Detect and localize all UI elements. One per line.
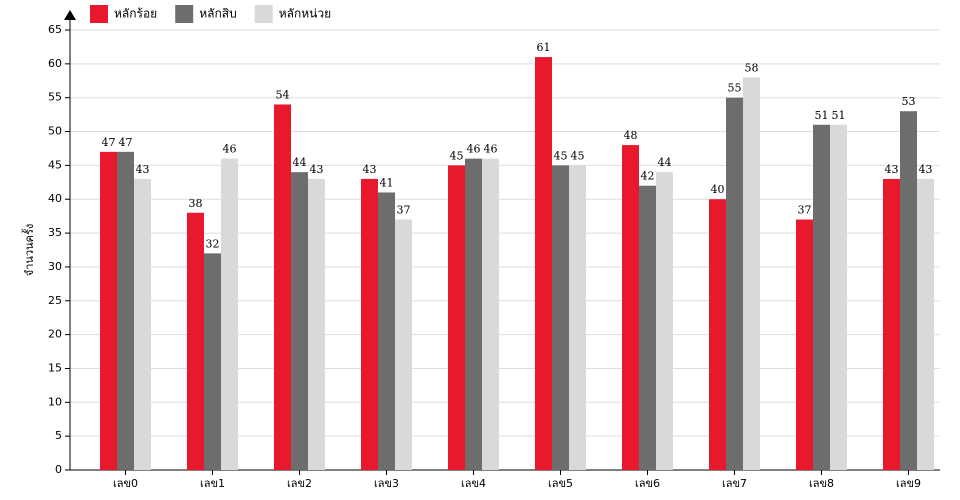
value-label: 45 bbox=[450, 149, 464, 162]
x-tick-label: เลข2 bbox=[287, 477, 312, 490]
value-label: 43 bbox=[310, 163, 324, 176]
axis-arrow bbox=[64, 10, 76, 20]
bar bbox=[100, 151, 117, 470]
value-label: 48 bbox=[624, 129, 638, 142]
bar bbox=[743, 77, 760, 470]
value-label: 54 bbox=[276, 88, 290, 101]
bar bbox=[535, 57, 552, 470]
legend-swatch bbox=[254, 5, 273, 23]
bar bbox=[622, 145, 639, 471]
y-tick-label: 60 bbox=[48, 57, 62, 70]
bar bbox=[221, 158, 238, 470]
value-label: 46 bbox=[467, 143, 481, 156]
legend-swatch bbox=[90, 5, 108, 23]
value-label: 58 bbox=[745, 61, 759, 74]
value-label: 55 bbox=[728, 82, 742, 95]
bar bbox=[117, 151, 134, 470]
x-tick-label: เลข5 bbox=[548, 477, 573, 490]
bar bbox=[883, 178, 900, 470]
value-label: 51 bbox=[832, 109, 846, 122]
value-label: 46 bbox=[484, 143, 498, 156]
value-label: 37 bbox=[798, 204, 812, 217]
value-label: 38 bbox=[189, 197, 203, 210]
y-tick-label: 45 bbox=[48, 158, 62, 171]
value-label: 47 bbox=[119, 136, 133, 149]
value-label: 44 bbox=[658, 156, 672, 169]
x-tick-label: เลข1 bbox=[200, 477, 225, 490]
bar bbox=[813, 124, 830, 471]
value-label: 45 bbox=[554, 149, 568, 162]
bar bbox=[569, 165, 586, 470]
bar bbox=[395, 219, 412, 470]
value-label: 46 bbox=[223, 143, 237, 156]
value-label: 40 bbox=[711, 183, 725, 196]
bar bbox=[187, 212, 204, 470]
y-tick-label: 15 bbox=[48, 361, 62, 374]
bar bbox=[552, 165, 569, 470]
y-axis-label: จำนวนครั้ง bbox=[21, 224, 36, 276]
y-tick-label: 50 bbox=[48, 125, 62, 138]
bar bbox=[917, 178, 934, 470]
value-label: 61 bbox=[537, 41, 551, 54]
value-label: 43 bbox=[136, 163, 150, 176]
bar bbox=[830, 124, 847, 471]
value-label: 43 bbox=[919, 163, 933, 176]
x-tick-label: เลข6 bbox=[635, 477, 660, 490]
bar bbox=[796, 219, 813, 470]
bar bbox=[465, 158, 482, 470]
bar bbox=[361, 178, 378, 470]
bar bbox=[378, 192, 395, 470]
bar bbox=[308, 178, 325, 470]
value-label: 42 bbox=[641, 170, 655, 183]
bar bbox=[291, 172, 308, 470]
y-tick-label: 40 bbox=[48, 192, 62, 205]
x-tick-label: เลข3 bbox=[374, 477, 399, 490]
y-tick-label: 0 bbox=[55, 463, 62, 476]
value-label: 37 bbox=[397, 204, 411, 217]
x-tick-label: เลข7 bbox=[722, 477, 747, 490]
y-tick-label: 20 bbox=[48, 328, 62, 341]
y-tick-label: 55 bbox=[48, 91, 62, 104]
x-tick-label: เลข0 bbox=[113, 477, 138, 490]
value-label: 51 bbox=[815, 109, 829, 122]
legend-label: หลักสิบ bbox=[199, 7, 236, 21]
bar bbox=[709, 199, 726, 470]
bar bbox=[274, 104, 291, 470]
y-tick-label: 35 bbox=[48, 226, 62, 239]
y-tick-label: 5 bbox=[55, 429, 62, 442]
value-label: 47 bbox=[102, 136, 116, 149]
legend-label: หลักหน่วย bbox=[279, 7, 331, 21]
x-tick-label: เลข8 bbox=[809, 477, 834, 490]
bar bbox=[900, 111, 917, 470]
bar bbox=[726, 97, 743, 470]
bar bbox=[204, 253, 221, 470]
y-tick-label: 30 bbox=[48, 260, 62, 273]
x-tick-label: เลข9 bbox=[896, 477, 921, 490]
bar bbox=[656, 172, 673, 470]
y-tick-label: 25 bbox=[48, 294, 62, 307]
legend-swatch bbox=[175, 5, 194, 23]
value-label: 43 bbox=[363, 163, 377, 176]
value-label: 43 bbox=[885, 163, 899, 176]
y-tick-label: 65 bbox=[48, 23, 62, 36]
legend-label: หลักร้อย bbox=[114, 7, 157, 21]
x-tick-label: เลข4 bbox=[461, 477, 486, 490]
y-tick-label: 10 bbox=[48, 395, 62, 408]
bar bbox=[448, 165, 465, 470]
value-label: 44 bbox=[293, 156, 307, 169]
value-label: 53 bbox=[902, 95, 916, 108]
value-label: 45 bbox=[571, 149, 585, 162]
bar bbox=[639, 185, 656, 470]
value-label: 41 bbox=[380, 176, 394, 189]
bar bbox=[134, 178, 151, 470]
bar bbox=[482, 158, 499, 470]
value-label: 32 bbox=[206, 237, 220, 250]
